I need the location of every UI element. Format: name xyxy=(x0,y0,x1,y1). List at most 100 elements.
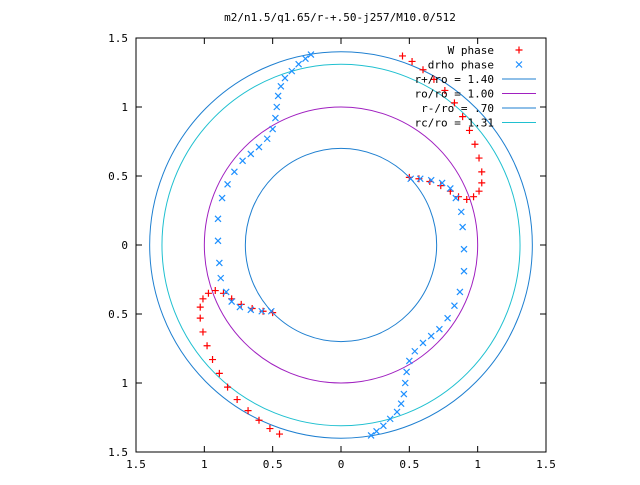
w-phase-point xyxy=(478,168,486,176)
drho-phase-point xyxy=(411,347,419,355)
w-phase-point xyxy=(199,295,207,303)
drho-phase-point xyxy=(401,379,409,387)
drho-phase-point xyxy=(271,114,279,122)
drho-phase-point xyxy=(435,325,443,333)
drho-phase-point xyxy=(247,150,255,158)
drho-phase-point xyxy=(416,175,424,183)
drho-phase-point xyxy=(444,314,452,322)
y-tick-label: 0 xyxy=(121,239,128,252)
drho-phase-point xyxy=(403,368,411,376)
w-phase-point xyxy=(211,287,219,295)
drho-phase-point xyxy=(400,390,408,398)
drho-phase-point xyxy=(236,303,244,311)
reference-circle xyxy=(161,63,521,427)
drho-phase-point xyxy=(393,408,401,416)
w-phase-point xyxy=(259,307,267,315)
w-phase-point xyxy=(463,195,471,203)
drho-phase-point xyxy=(277,82,285,90)
w-phase-point xyxy=(203,342,211,350)
legend-label: drho phase xyxy=(428,59,494,72)
drho-phase-point xyxy=(224,180,231,188)
drho-phase-point xyxy=(230,168,238,176)
y-tick-label: 0.5 xyxy=(108,170,128,183)
drho-phase-point xyxy=(451,302,458,310)
x-tick-label: 0.5 xyxy=(263,458,283,471)
w-phase-point xyxy=(204,289,212,297)
drho-phase-point xyxy=(214,237,222,245)
w-phase-point xyxy=(233,396,241,404)
drho-phase-point xyxy=(460,267,468,275)
drho-phase-point xyxy=(367,432,375,439)
legend-label: r-/ro = .70 xyxy=(421,102,494,115)
legend-marker xyxy=(515,46,523,54)
w-phase-point xyxy=(450,99,458,107)
drho-phase-point xyxy=(215,259,223,267)
legend-label: rc/ro = 1.31 xyxy=(415,117,494,130)
drho-phase-point xyxy=(405,357,413,365)
drho-phase-point xyxy=(267,307,275,315)
w-phase-point xyxy=(455,193,463,201)
w-phase-point xyxy=(215,369,223,377)
drho-phase-point xyxy=(295,60,303,68)
w-phase-point xyxy=(255,416,263,424)
drho-phase-point xyxy=(457,208,465,216)
w-phase-point xyxy=(437,182,445,190)
drho-phase-point xyxy=(460,245,468,253)
drho-phase-point xyxy=(217,274,225,282)
w-phase-point xyxy=(470,193,478,201)
axis-ticks: 1.5 1 0.5 0 0.5 1 1.51.510.500.511.5 xyxy=(108,32,556,471)
drho-phase-point xyxy=(407,175,415,183)
drho-phase-point xyxy=(239,157,247,165)
y-tick-label: 1 xyxy=(121,101,128,114)
drho-phase-point xyxy=(228,298,236,306)
x-tick-label: 0.5 xyxy=(399,458,419,471)
w-phase-point xyxy=(471,140,479,148)
drho-phase-point xyxy=(427,176,435,184)
w-phase-point xyxy=(441,86,449,94)
drho-phase-point xyxy=(459,223,467,231)
drho-phase-point xyxy=(214,215,222,223)
drho-phase-point xyxy=(273,103,281,111)
w-phase-point xyxy=(399,52,406,60)
drho-phase-point xyxy=(379,422,387,430)
reference-circles xyxy=(149,51,533,439)
drho-phase-point xyxy=(269,125,277,133)
drho-phase-point xyxy=(427,332,435,340)
y-tick-label: 0.5 xyxy=(108,308,128,321)
drho-phase-point xyxy=(302,55,309,63)
drho-phase-point xyxy=(397,400,405,408)
w-phase-point xyxy=(419,66,427,74)
w-phase-point xyxy=(465,126,473,134)
drho-phase-point xyxy=(247,306,255,314)
w-phase-point xyxy=(209,356,217,364)
w-phase-point xyxy=(244,407,252,415)
drho-phase-point xyxy=(386,415,394,423)
x-tick-label: 1 xyxy=(201,458,208,471)
y-tick-label: 1.5 xyxy=(108,446,128,459)
drho-phase-point xyxy=(288,67,296,75)
w-phase-point xyxy=(415,175,423,183)
drho-phase-point xyxy=(438,179,446,187)
y-tick-label: 1 xyxy=(121,377,128,390)
drho-phase-point xyxy=(255,143,263,151)
y-tick-label: 1.5 xyxy=(108,32,128,45)
w-phase-point xyxy=(219,289,227,297)
w-phase-point xyxy=(199,328,207,336)
drho-phase-point xyxy=(446,184,454,192)
w-phase-point xyxy=(266,425,274,433)
x-tick-label: 1.5 xyxy=(536,458,556,471)
drho-phase-point xyxy=(452,194,460,202)
x-tick-label: 0 xyxy=(338,458,345,471)
chart-title: m2/n1.5/q1.65/r-+.50-j257/M10.0/512 xyxy=(224,11,456,24)
w-phase-point xyxy=(475,154,483,162)
legend-label: ro/ro = 1.00 xyxy=(415,88,494,101)
drho-phase-point xyxy=(258,307,266,315)
legend-marker xyxy=(515,61,523,68)
legend-label: W phase xyxy=(448,44,494,57)
w-phase-point xyxy=(430,75,438,83)
drho-phase-point xyxy=(222,288,230,296)
drho-phase-point xyxy=(456,288,464,296)
x-tick-label: 1 xyxy=(474,458,481,471)
w-phase-point xyxy=(475,187,483,195)
